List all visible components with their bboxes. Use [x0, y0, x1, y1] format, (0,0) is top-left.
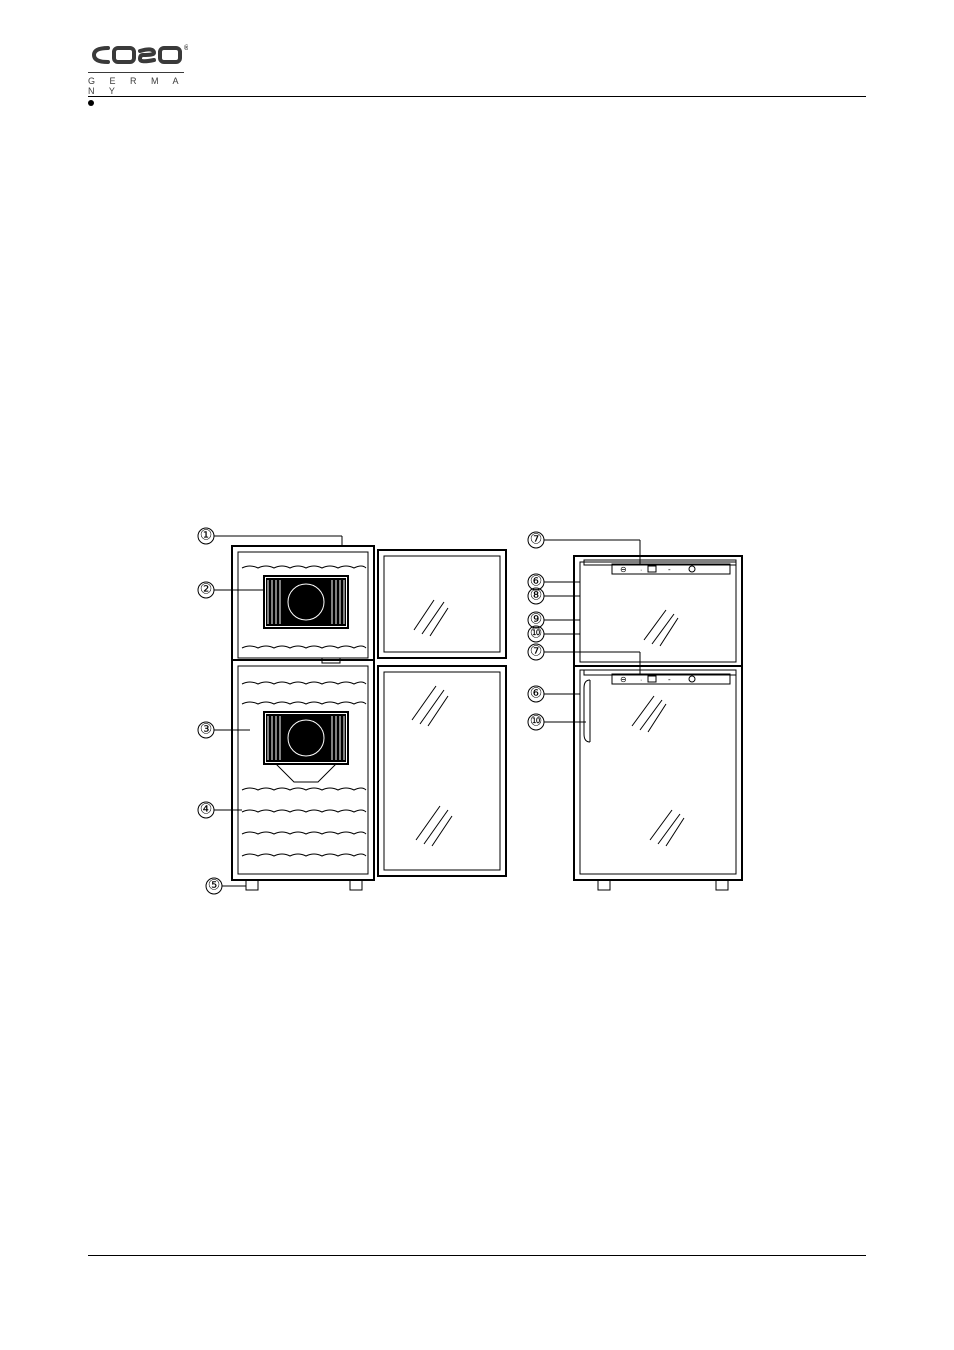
- callout-6a: ⑥: [530, 575, 543, 590]
- callout-2: ②: [200, 583, 213, 598]
- right-unit: ⊖ · - ⊖ · -: [574, 556, 742, 890]
- svg-text:®: ®: [184, 44, 188, 52]
- svg-text:⊖: ⊖: [620, 675, 627, 684]
- svg-text:·: ·: [640, 567, 642, 574]
- callout-9: ⑨: [530, 613, 543, 628]
- brand-word: ®: [88, 42, 188, 68]
- callout-7a: ⑦: [530, 533, 543, 548]
- callout-3: ③: [200, 723, 213, 738]
- appliance-diagram: ⊖ · - ⊖ · -: [192, 520, 752, 900]
- logo-divider: [88, 72, 184, 73]
- header-rule: [88, 96, 866, 97]
- brand-logo: ® G E R M A N Y: [88, 42, 188, 96]
- footer-rule: [88, 1255, 866, 1256]
- svg-text:-: -: [668, 675, 671, 684]
- callout-8: ⑧: [530, 589, 543, 604]
- svg-text:·: ·: [640, 677, 642, 684]
- callout-7b: ⑦: [530, 645, 543, 660]
- bullet-dot: [88, 100, 94, 106]
- callout-4: ④: [200, 803, 213, 818]
- caso-logotype: ®: [88, 42, 188, 68]
- callout-5: ⑤: [208, 879, 221, 894]
- svg-text:-: -: [668, 565, 671, 574]
- brand-subtext: G E R M A N Y: [88, 76, 188, 96]
- left-unit: [232, 546, 506, 890]
- callout-10b: ⑩: [530, 715, 543, 730]
- callout-1: ①: [200, 529, 213, 544]
- svg-text:⊖: ⊖: [620, 565, 627, 574]
- callout-10a: ⑩: [530, 627, 543, 642]
- page: ® G E R M A N Y: [0, 0, 954, 1350]
- callout-6b: ⑥: [530, 687, 543, 702]
